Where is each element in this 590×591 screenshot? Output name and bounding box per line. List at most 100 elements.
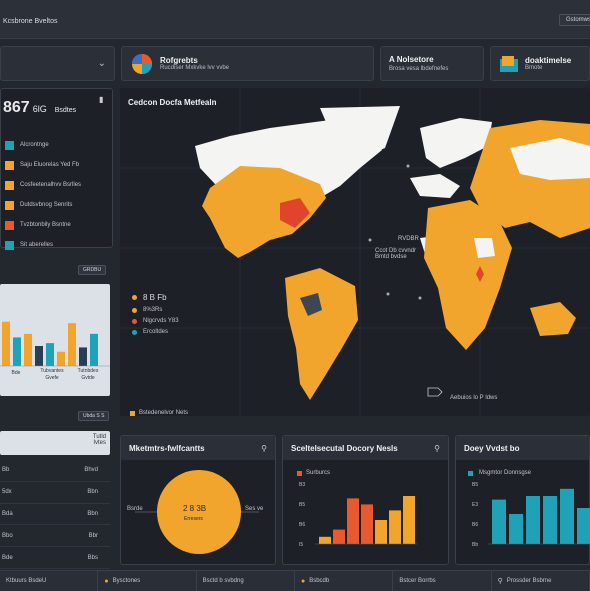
chart-bar: [389, 510, 401, 544]
panel-title: Doey Vvdst bo: [464, 443, 520, 453]
status-item[interactable]: ⚲ Prossder Bsbrne: [492, 571, 590, 591]
visitors-bar-chart: B5 E3 B6 Bb: [472, 482, 590, 548]
chart-bar: [403, 496, 415, 544]
folder-icon: [500, 55, 518, 72]
status-item[interactable]: Bsctd b svbdng: [197, 571, 295, 591]
tile-subtitle: Rucdiser Mxkvke lvv vvbe: [160, 65, 230, 71]
status-label: Bstcer Borrbs: [399, 578, 436, 584]
tile-schedule[interactable]: doaktimelse Bmote: [490, 46, 590, 81]
chart-y-label: E3: [472, 502, 478, 508]
sidebar-headline: 867 6lG Bsdtes: [3, 99, 76, 117]
status-label: Bsctd b svbdng: [202, 578, 244, 584]
table-row[interactable]: Bde Bbs: [0, 547, 110, 569]
status-item[interactable]: ● Bsbcdb: [295, 571, 394, 591]
tile-notes[interactable]: A Nolsetore Brosa vesa lbdefnefes: [380, 46, 484, 81]
status-label: Bysctones: [112, 578, 141, 584]
sidebar-item[interactable]: Alcrontnge: [5, 135, 110, 155]
sidebar-item-swatch: [5, 220, 14, 230]
map-legend-item: Nlgcrvds Y83: [132, 318, 179, 324]
donut-value: 2 8 3B: [183, 504, 207, 513]
sidebar-table-header: Tutld Ivtes: [0, 431, 110, 455]
table-cell-value: Bbn: [87, 510, 98, 517]
table-row[interactable]: Bbo Bbr: [0, 525, 110, 548]
donut-sub: Erresers: [184, 516, 203, 522]
chart-bar: [560, 488, 574, 544]
table-row[interactable]: 5dx Bbn: [0, 482, 110, 504]
sales-bar-chart: B3 B5 B6 I5: [299, 482, 417, 548]
sidebar-chart-label: Tutnbdes: [78, 368, 99, 374]
legend-value: 8 B Fb: [143, 293, 167, 302]
status-label: Ktbuurs BsdeU: [6, 578, 47, 584]
pin-icon[interactable]: ⚲: [434, 443, 440, 453]
legend-dot: [132, 318, 137, 324]
sidebar-chart-label: Gvefe: [45, 375, 59, 381]
tile-title: doaktimelse: [525, 56, 572, 65]
sidebar-table: Bb Bhvd 5dx Bbn Bda Bbn Bbo Bbr Bde Bbs: [0, 460, 110, 569]
tile-title: Rofgrebts: [160, 56, 198, 65]
chart-y-label: B5: [472, 482, 478, 488]
visitors-panel: Doey Vvdst bo Msgmtor Donnsgse B5 E3 B6 Bb: [455, 435, 590, 565]
sidebar-chart-bar: [57, 351, 65, 366]
status-item[interactable]: Bstcer Borrbs: [393, 571, 492, 591]
chart-bar: [347, 498, 359, 544]
africa: [424, 200, 512, 350]
table-row[interactable]: Bb Bhvd: [0, 460, 110, 482]
headline-label: Bsdtes: [54, 107, 77, 114]
top-bar: Kcsbrone Bveltos Gstomws: [0, 0, 590, 39]
sidebar-item[interactable]: Sit aberelles: [5, 235, 110, 255]
world-map[interactable]: [120, 88, 590, 416]
map-legend-item: Ercoltdes: [132, 329, 179, 335]
chart-bar: [333, 529, 345, 544]
sidebar-item-label: Dutdsvbnog Senrits: [20, 202, 73, 208]
table-row[interactable]: Bda Bbn: [0, 504, 110, 526]
top-right-button[interactable]: Gstomws: [559, 14, 590, 26]
legend-dot: [132, 329, 137, 335]
sidebar-chart-bar: [79, 347, 87, 366]
chart-y-label: Bb: [472, 542, 478, 548]
chart-y-label: I5: [299, 542, 303, 548]
panel-title: Mketmtrs-fwlfcantts: [129, 443, 205, 453]
south-america: [285, 268, 358, 400]
sidebar-item-label: Alcrontnge: [20, 142, 49, 148]
sidebar-item[interactable]: Cosfeetenalhvv Bsrlles: [5, 175, 110, 195]
app-title: Kcsbrone Bveltos: [3, 18, 58, 25]
legend-label: Ercoltdes: [143, 329, 169, 335]
search-icon: ⚲: [497, 578, 503, 585]
sidebar-item[interactable]: Dutdsvbnog Senrits: [5, 195, 110, 215]
sidebar-item-swatch: [5, 200, 14, 210]
tile-reports[interactable]: Rofgrebts Rucdiser Mxkvke lvv vvbe: [121, 46, 374, 81]
sidebar-item-label: Tvzbtonbily Bsntne: [20, 222, 71, 228]
pin-icon[interactable]: ⚲: [261, 443, 267, 453]
sidebar-bottom-button[interactable]: Ubda S S: [78, 411, 110, 421]
sidebar-menu-icon[interactable]: ▮: [99, 95, 104, 104]
table-header-label: Tutld Ivtes: [92, 434, 106, 446]
legend-label: Nlgcrvds Y83: [143, 318, 179, 324]
tile-title: A Nolsetore: [389, 55, 434, 64]
sidebar-item[interactable]: Saju Eluorelas Yed Fb: [5, 155, 110, 175]
legend-label: 8%3Rs: [143, 307, 163, 313]
map-label-2: Ccot Db cvvndr Bmtd bvdse: [375, 248, 417, 260]
sales-panel: Sceltelsecutal Docory Nesls ⚲ Surburcs B…: [282, 435, 449, 565]
status-item[interactable]: Ktbuurs BsdeU: [0, 571, 99, 591]
sidebar-chart-panel: Bde Tubvantes Gvefe Tutnbdes Gvtde: [0, 284, 110, 396]
sidebar-item-label: Sit aberelles: [20, 242, 54, 248]
sidebar-chart-bar: [35, 346, 43, 366]
chart-y-label: B5: [299, 502, 305, 508]
sidebar-chart-label: Gvtde: [81, 375, 95, 381]
sidebar-action-button[interactable]: GRDBU: [78, 265, 107, 275]
table-cell-value: Bhvd: [84, 467, 98, 474]
tile-subtitle: Bmote: [525, 65, 543, 71]
sidebar-panel: 867 6lG Bsdtes ▮ Alcrontnge Saju Eluorela…: [0, 88, 113, 250]
chart-y-label: B6: [299, 522, 305, 528]
tile-left[interactable]: ⌄: [0, 46, 115, 81]
sidebar-item-label: Cosfeetenalhvv Bsrlles: [20, 182, 82, 188]
sidebar-item[interactable]: Tvzbtonbily Bsntne: [5, 215, 110, 235]
sidebar-chart-label: Tubvantes: [40, 368, 64, 374]
status-item[interactable]: ● Bysctones: [98, 571, 197, 591]
sidebar-item-swatch: [5, 180, 14, 190]
status-label: Prossder Bsbrne: [506, 578, 552, 584]
map-label-1: RVDBR: [398, 236, 419, 242]
legend-label: Surburcs: [306, 470, 331, 476]
table-cell-value: Bbs: [87, 554, 98, 561]
chart-bar: [509, 514, 523, 544]
